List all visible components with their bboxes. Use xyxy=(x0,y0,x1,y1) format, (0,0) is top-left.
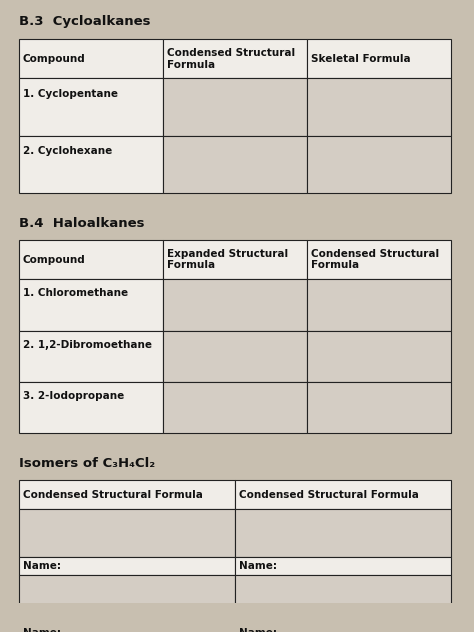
Bar xyxy=(19,39,163,78)
Bar xyxy=(235,624,451,632)
Bar xyxy=(235,509,451,557)
Bar xyxy=(19,240,163,279)
Text: 2. 1,2-Dibromoethane: 2. 1,2-Dibromoethane xyxy=(23,340,152,349)
Bar xyxy=(19,382,163,433)
Text: Name:: Name: xyxy=(239,628,277,632)
Text: B.3  Cycloalkanes: B.3 Cycloalkanes xyxy=(19,15,150,28)
Bar xyxy=(163,279,307,331)
Bar xyxy=(163,240,307,279)
Text: 2. Cyclohexane: 2. Cyclohexane xyxy=(23,146,112,156)
Text: 1. Chloromethane: 1. Chloromethane xyxy=(23,288,128,298)
Text: Expanded Structural
Formula: Expanded Structural Formula xyxy=(167,249,288,270)
Text: Condensed Structural
Formula: Condensed Structural Formula xyxy=(311,249,439,270)
Bar xyxy=(19,624,235,632)
Bar xyxy=(307,382,451,433)
Text: 3. 2-Iodopropane: 3. 2-Iodopropane xyxy=(23,391,124,401)
Bar xyxy=(19,575,235,624)
Text: B.4  Haloalkanes: B.4 Haloalkanes xyxy=(19,217,144,230)
Text: Name:: Name: xyxy=(239,561,277,571)
Bar xyxy=(307,240,451,279)
Bar xyxy=(307,39,451,78)
Bar xyxy=(163,331,307,382)
Text: Name:: Name: xyxy=(23,628,61,632)
Bar xyxy=(307,136,451,193)
Bar xyxy=(19,480,235,509)
Bar xyxy=(307,279,451,331)
Text: Condensed Structural Formula: Condensed Structural Formula xyxy=(23,490,202,499)
Bar xyxy=(163,136,307,193)
Bar xyxy=(163,39,307,78)
Bar xyxy=(235,575,451,624)
Bar xyxy=(19,509,235,557)
Bar xyxy=(307,331,451,382)
Bar xyxy=(19,279,163,331)
Bar xyxy=(19,78,163,136)
Bar xyxy=(307,78,451,136)
Text: Name:: Name: xyxy=(23,561,61,571)
Bar xyxy=(235,480,451,509)
Bar xyxy=(163,78,307,136)
Bar xyxy=(163,382,307,433)
Text: Condensed Structural Formula: Condensed Structural Formula xyxy=(239,490,419,499)
Text: Condensed Structural
Formula: Condensed Structural Formula xyxy=(167,48,295,70)
Bar xyxy=(19,136,163,193)
Bar xyxy=(19,557,235,575)
Bar xyxy=(235,557,451,575)
Text: Isomers of C₃H₄Cl₂: Isomers of C₃H₄Cl₂ xyxy=(19,457,155,470)
Text: Compound: Compound xyxy=(23,255,85,265)
Bar xyxy=(19,331,163,382)
Text: Skeletal Formula: Skeletal Formula xyxy=(311,54,410,64)
Text: 1. Cyclopentane: 1. Cyclopentane xyxy=(23,88,118,99)
Text: Compound: Compound xyxy=(23,54,85,64)
